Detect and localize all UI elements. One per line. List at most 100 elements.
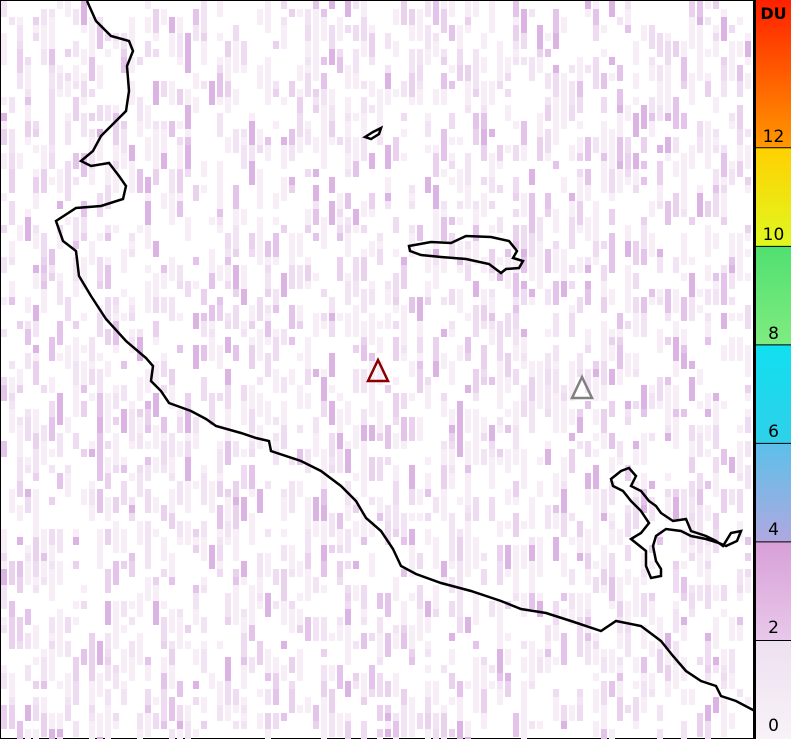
so2-pixel [553, 697, 559, 721]
so2-pixel [65, 345, 71, 369]
so2-pixel [713, 585, 719, 593]
so2-pixel [625, 321, 631, 329]
so2-pixel [593, 521, 599, 545]
so2-pixel [409, 593, 415, 601]
so2-pixel [457, 721, 463, 739]
so2-pixel [97, 369, 103, 393]
so2-pixel [177, 345, 183, 353]
so2-pixel [489, 201, 495, 209]
so2-pixel [41, 697, 47, 713]
so2-pixel [49, 177, 55, 185]
so2-pixel [177, 521, 183, 537]
so2-pixel [689, 609, 695, 617]
so2-pixel [65, 49, 71, 57]
so2-pixel [177, 121, 183, 129]
so2-pixel [33, 449, 39, 473]
so2-pixel [449, 513, 455, 521]
so2-pixel [649, 641, 655, 657]
so2-pixel [393, 217, 399, 233]
so2-pixel [209, 305, 215, 321]
so2-pixel [617, 537, 623, 545]
so2-pixel [737, 105, 743, 129]
so2-pixel [145, 713, 151, 737]
so2-pixel [353, 161, 359, 177]
so2-pixel [561, 705, 567, 721]
so2-pixel [369, 193, 375, 209]
so2-pixel [641, 385, 647, 409]
so2-pixel [449, 361, 455, 385]
so2-pixel [297, 649, 303, 673]
so2-pixel [657, 705, 663, 721]
so2-pixel [713, 593, 719, 601]
so2-pixel [633, 401, 639, 409]
so2-pixel [497, 617, 503, 641]
so2-pixel [513, 329, 519, 345]
so2-pixel [681, 153, 687, 169]
so2-pixel [377, 513, 383, 521]
so2-pixel [449, 233, 455, 257]
so2-pixel [609, 289, 615, 305]
so2-pixel [241, 633, 247, 657]
so2-pixel [225, 137, 231, 153]
so2-pixel [153, 697, 159, 705]
so2-pixel [481, 145, 487, 161]
so2-pixel [585, 65, 591, 73]
so2-pixel [329, 353, 335, 377]
so2-pixel [97, 641, 103, 665]
so2-pixel [225, 97, 231, 113]
so2-pixel [649, 481, 655, 489]
so2-pixel [41, 385, 47, 393]
so2-pixel [433, 265, 439, 289]
so2-pixel [625, 569, 631, 585]
so2-pixel [681, 409, 687, 417]
so2-pixel [481, 81, 487, 105]
so2-pixel [145, 105, 151, 121]
so2-pixel [273, 417, 279, 425]
so2-pixel [385, 313, 391, 321]
so2-pixel [105, 497, 111, 521]
so2-pixel [353, 145, 359, 161]
so2-pixel [313, 185, 319, 201]
so2-pixel [297, 89, 303, 97]
so2-pixel [297, 705, 303, 713]
so2-pixel [89, 449, 95, 457]
so2-pixel [657, 729, 663, 739]
so2-pixel [513, 545, 519, 569]
so2-pixel [137, 649, 143, 665]
so2-pixel [721, 649, 727, 665]
so2-pixel [153, 49, 159, 57]
so2-pixel [145, 665, 151, 681]
so2-pixel [529, 593, 535, 609]
so2-pixel [401, 153, 407, 161]
so2-pixel [225, 657, 231, 681]
so2-pixel [481, 553, 487, 561]
so2-pixel [513, 41, 519, 49]
so2-pixel [665, 41, 671, 65]
so2-pixel [89, 57, 95, 81]
so2-pixel [257, 137, 263, 145]
so2-pixel [9, 497, 15, 513]
so2-pixel [553, 505, 559, 513]
so2-pixel [289, 689, 295, 713]
so2-pixel [449, 217, 455, 225]
so2-pixel [705, 721, 711, 739]
so2-pixel [433, 49, 439, 57]
so2-pixel [9, 97, 15, 113]
so2-pixel [393, 89, 399, 97]
so2-pixel [697, 25, 703, 49]
so2-pixel [145, 529, 151, 545]
so2-pixel [345, 225, 351, 233]
so2-pixel [681, 625, 687, 633]
so2-pixel [329, 105, 335, 113]
so2-pixel [361, 457, 367, 481]
so2-pixel [561, 401, 567, 425]
so2-pixel [721, 81, 727, 97]
so2-pixel [41, 657, 47, 681]
so2-pixel [321, 401, 327, 417]
so2-pixel [633, 449, 639, 465]
so2-pixel [473, 129, 479, 145]
so2-pixel [209, 545, 215, 569]
so2-pixel [313, 617, 319, 641]
so2-pixel [401, 89, 407, 97]
so2-pixel [401, 513, 407, 537]
